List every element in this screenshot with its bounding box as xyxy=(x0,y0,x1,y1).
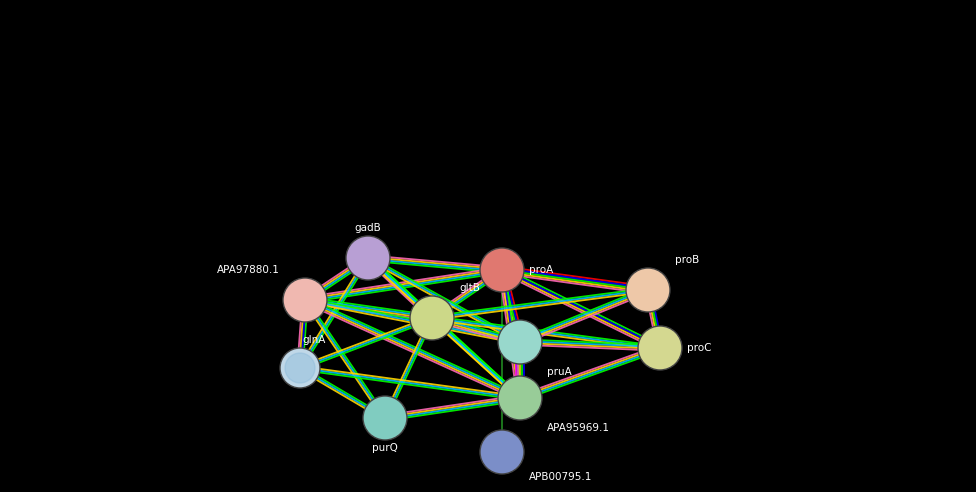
Text: purQ: purQ xyxy=(372,443,398,453)
Circle shape xyxy=(498,320,542,364)
Circle shape xyxy=(626,268,670,312)
Circle shape xyxy=(498,376,542,420)
Text: glnA: glnA xyxy=(302,335,325,345)
Circle shape xyxy=(285,353,315,383)
Circle shape xyxy=(410,296,454,340)
Circle shape xyxy=(638,326,682,370)
Text: proA: proA xyxy=(529,265,553,275)
Text: proB: proB xyxy=(675,255,699,265)
Text: proC: proC xyxy=(687,343,712,353)
Text: gadB: gadB xyxy=(354,223,382,233)
Text: APA95969.1: APA95969.1 xyxy=(547,423,610,433)
Circle shape xyxy=(363,396,407,440)
Circle shape xyxy=(283,278,327,322)
Text: APA97880.1: APA97880.1 xyxy=(217,265,280,275)
Text: APB00795.1: APB00795.1 xyxy=(529,472,592,482)
Circle shape xyxy=(480,248,524,292)
Circle shape xyxy=(280,348,320,388)
Text: pruA: pruA xyxy=(547,367,572,377)
Circle shape xyxy=(346,236,390,280)
Text: gltB: gltB xyxy=(459,283,480,293)
Circle shape xyxy=(480,430,524,474)
